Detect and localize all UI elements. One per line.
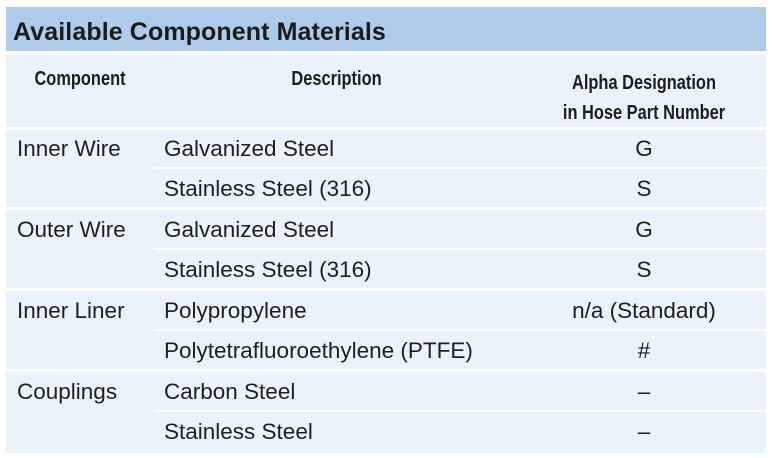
header-alpha-designation: Alpha Designation in Hose Part Number <box>542 68 747 128</box>
cell-alpha: S <box>636 176 652 201</box>
table-title-bar: Available Component Materials <box>6 7 766 55</box>
cell-description: Polytetrafluoroethylene (PTFE) <box>164 338 473 363</box>
header-divider <box>6 127 766 130</box>
cell-description: Stainless Steel (316) <box>164 176 372 201</box>
cell-component: Inner Wire <box>17 136 121 161</box>
cell-component: Inner Liner <box>17 298 125 323</box>
row-divider <box>154 167 766 169</box>
row-divider <box>154 248 766 250</box>
header-component: Component <box>34 68 126 90</box>
materials-table: Available Component Materials Component … <box>6 7 766 453</box>
cell-description: Polypropylene <box>164 298 307 323</box>
row-divider <box>154 329 766 331</box>
cell-alpha: S <box>636 257 652 282</box>
table-title: Available Component Materials <box>13 18 386 46</box>
group-divider <box>6 369 766 372</box>
cell-alpha: – <box>637 379 651 404</box>
cell-description: Galvanized Steel <box>164 136 335 161</box>
cell-alpha: – <box>637 419 651 444</box>
cell-description: Galvanized Steel <box>164 217 335 242</box>
group-divider <box>6 288 766 291</box>
header-alpha-line2: in Hose Part Number <box>562 102 726 124</box>
cell-component: Couplings <box>17 379 118 404</box>
cell-description: Carbon Steel <box>164 379 296 404</box>
cell-alpha: # <box>637 338 651 363</box>
group-divider <box>6 207 766 210</box>
cell-alpha: G <box>635 217 653 242</box>
cell-alpha: G <box>635 136 653 161</box>
cell-alpha: n/a (Standard) <box>572 298 716 323</box>
header-alpha-line1: Alpha Designation <box>572 72 716 94</box>
cell-description: Stainless Steel <box>164 419 313 444</box>
header-description: Description <box>291 68 382 90</box>
cell-description: Stainless Steel (316) <box>164 257 372 282</box>
cell-component: Outer Wire <box>17 217 126 242</box>
row-divider <box>154 410 766 412</box>
